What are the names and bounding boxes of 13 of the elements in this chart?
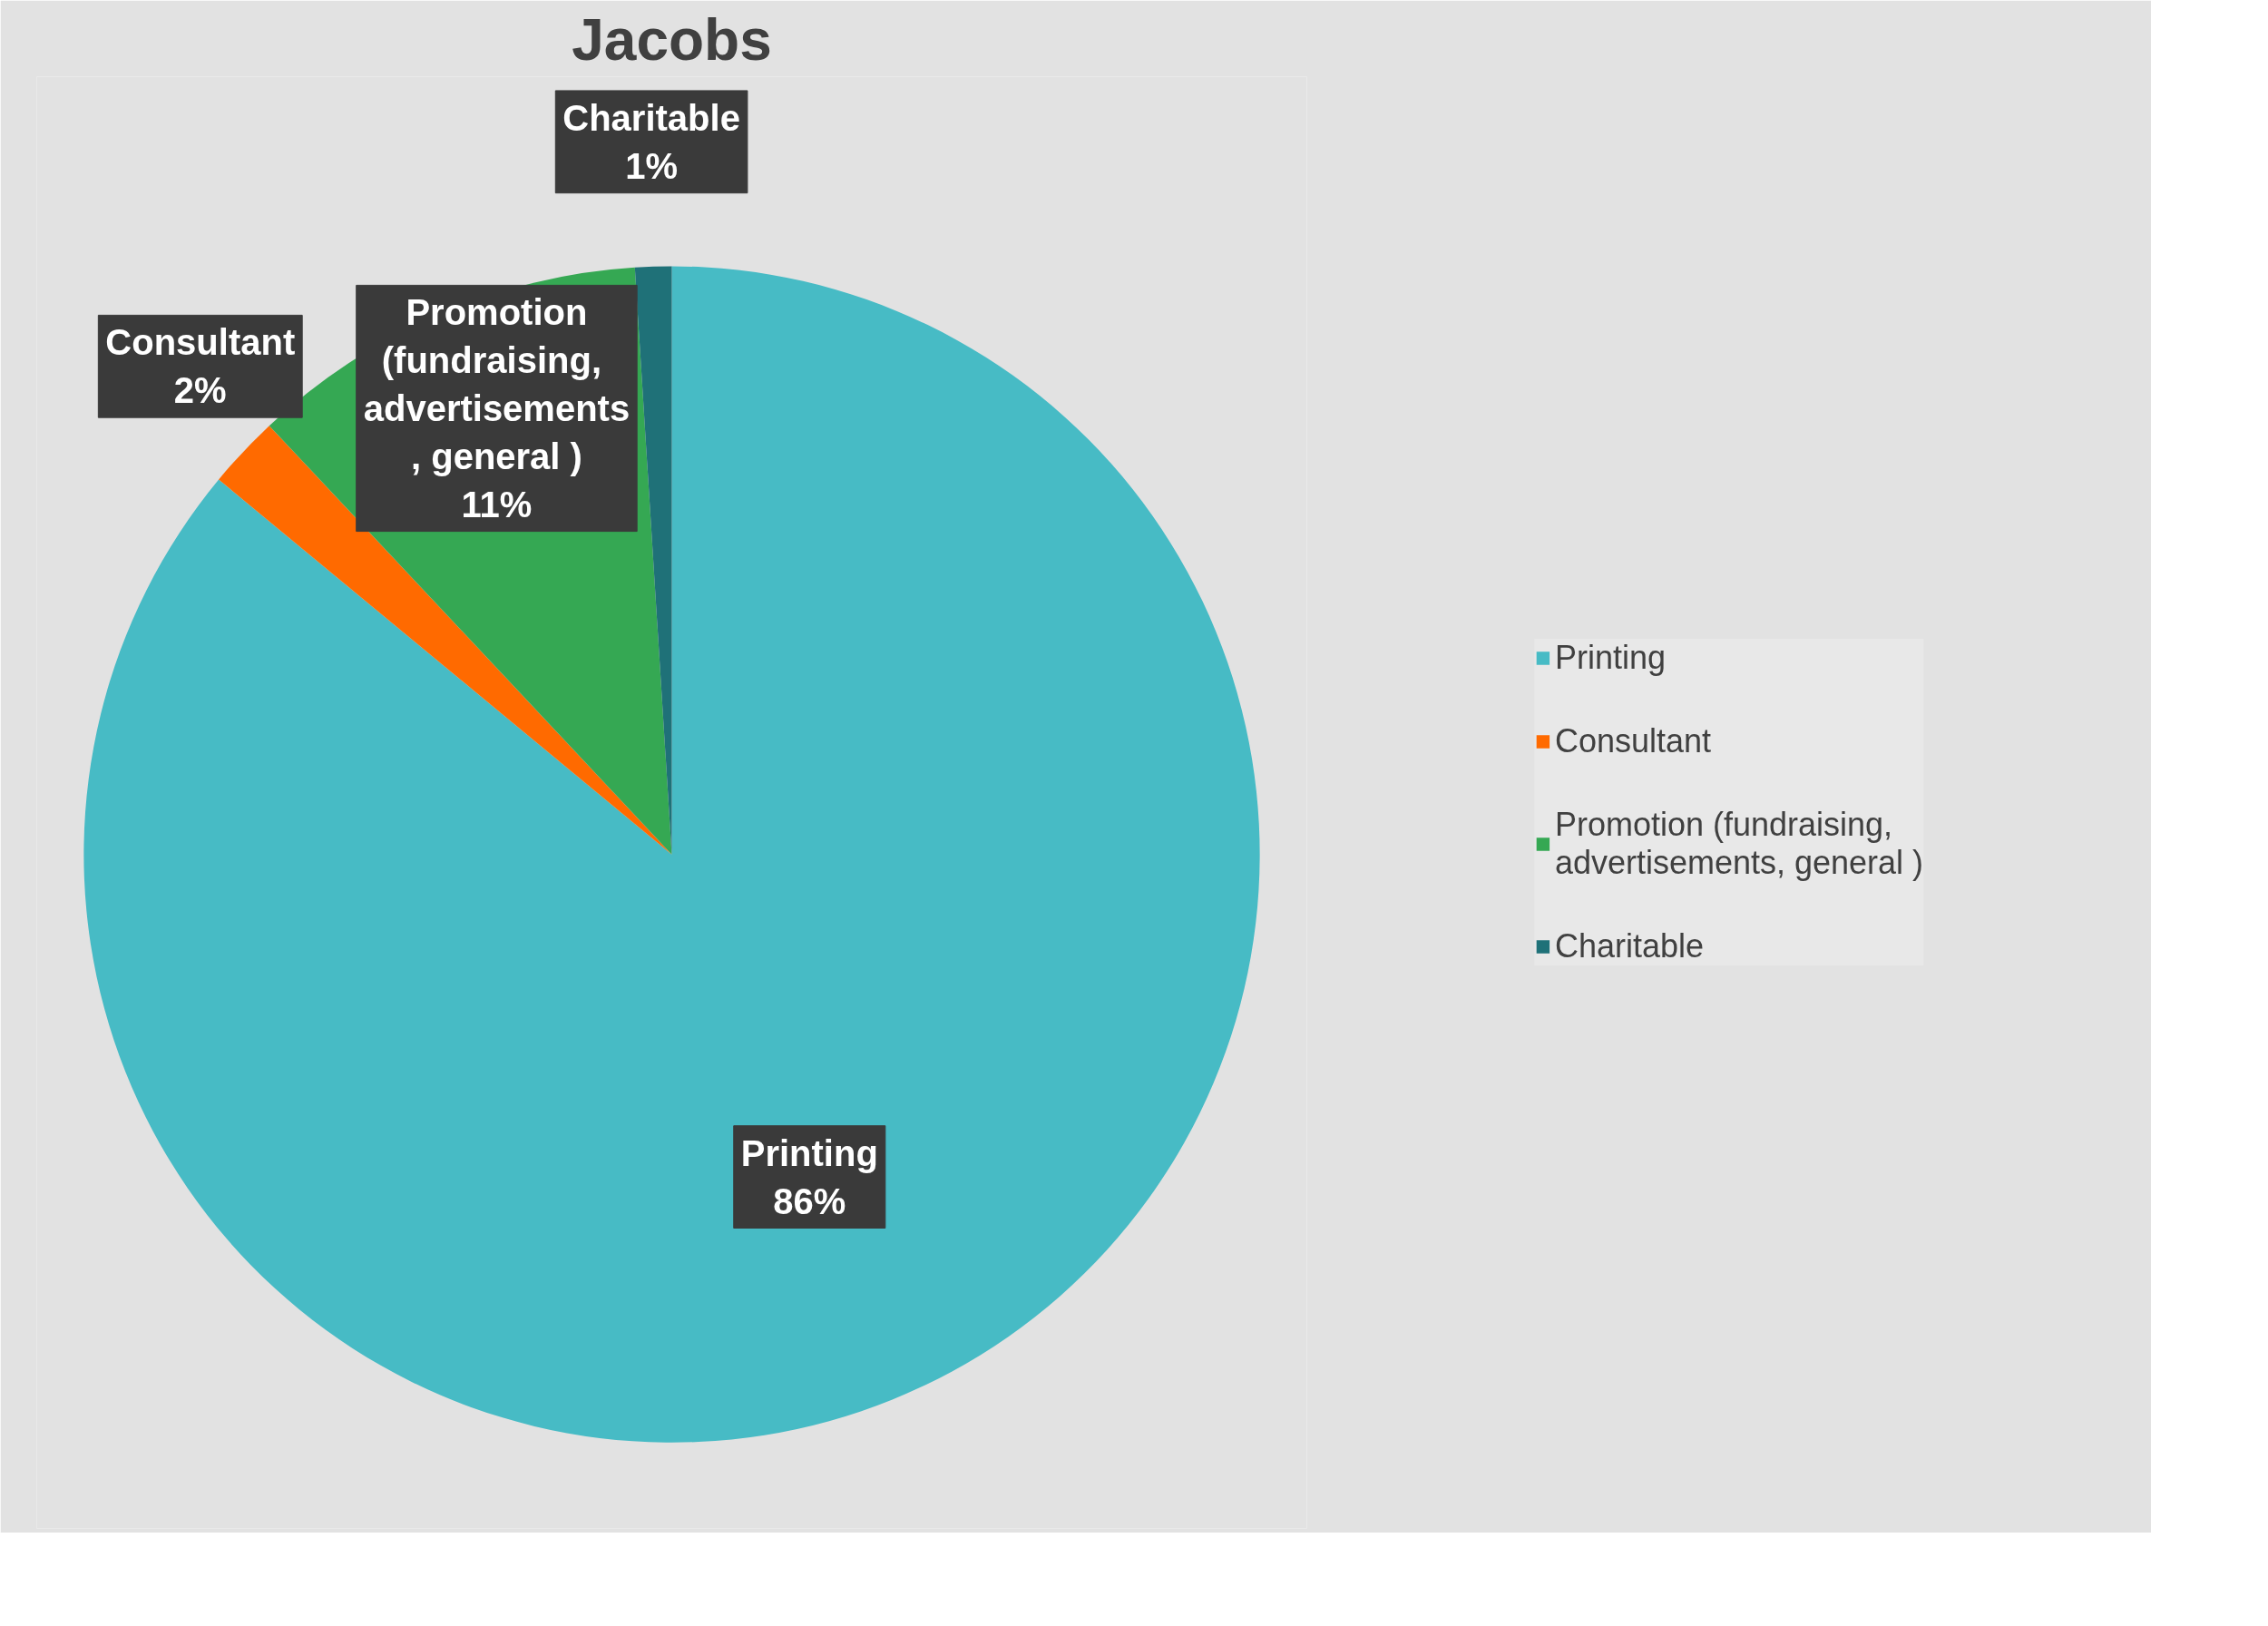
data-label: 86% <box>773 1180 846 1221</box>
legend-label: Charitable <box>1554 927 1704 965</box>
slice-label: Printing <box>740 1132 878 1173</box>
data-label: 2% <box>173 370 227 411</box>
slice-label: Promotion (fundraising, advertisements , general ) <box>363 292 631 476</box>
data-label: 11% <box>461 484 533 524</box>
slice-label: Consultant <box>105 322 296 363</box>
legend-label: Consultant <box>1554 722 1712 760</box>
legend-label: Printing <box>1554 639 1666 677</box>
legend-label: Promotion (fundraising, advertisements, general ) <box>1554 806 1924 882</box>
chart-title: Jacobs <box>572 6 772 73</box>
slice-label: Charitable <box>562 97 740 138</box>
data-label: 1% <box>625 145 679 186</box>
